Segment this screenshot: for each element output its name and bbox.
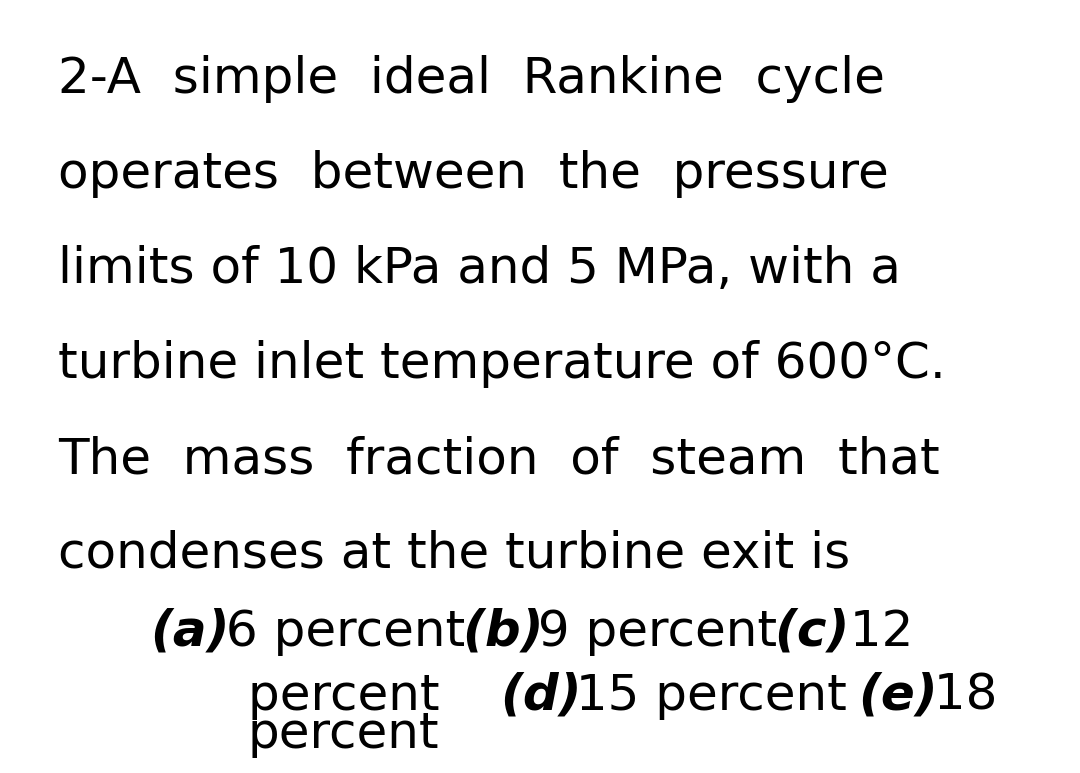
Text: operates  between  the  pressure: operates between the pressure bbox=[58, 150, 889, 198]
Text: The  mass  fraction  of  steam  that: The mass fraction of steam that bbox=[58, 435, 940, 483]
Text: 9 percent: 9 percent bbox=[522, 608, 793, 656]
Text: 2-A  simple  ideal  Rankine  cycle: 2-A simple ideal Rankine cycle bbox=[58, 55, 885, 103]
Text: limits of 10 kPa and 5 MPa, with a: limits of 10 kPa and 5 MPa, with a bbox=[58, 245, 901, 293]
Text: condenses at the turbine exit is: condenses at the turbine exit is bbox=[58, 530, 850, 578]
Text: (e): (e) bbox=[858, 672, 937, 720]
Text: percent: percent bbox=[248, 672, 456, 720]
Text: 18: 18 bbox=[918, 672, 997, 720]
Text: (b): (b) bbox=[462, 608, 543, 656]
Text: (c): (c) bbox=[774, 608, 849, 656]
Text: (a): (a) bbox=[150, 608, 229, 656]
Text: 15 percent: 15 percent bbox=[561, 672, 863, 720]
Text: 12: 12 bbox=[834, 608, 914, 656]
Text: turbine inlet temperature of 600°C.: turbine inlet temperature of 600°C. bbox=[58, 340, 946, 388]
Text: 6 percent: 6 percent bbox=[210, 608, 481, 656]
Text: percent: percent bbox=[248, 710, 440, 758]
Text: (d): (d) bbox=[500, 672, 581, 720]
